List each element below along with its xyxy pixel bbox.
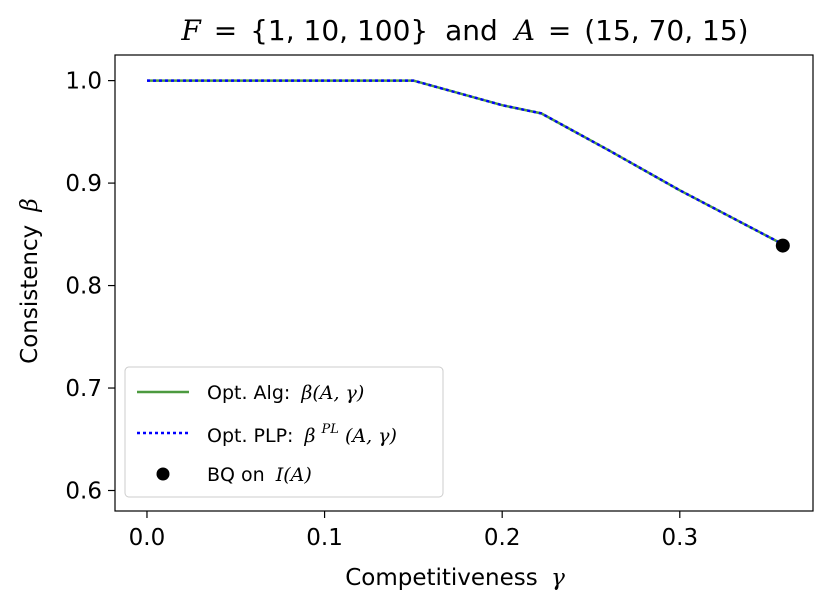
title-f-set: {1, 10, 100} (250, 14, 428, 47)
series-line-dotted (147, 79, 779, 243)
title-eq-2: = (548, 14, 571, 47)
legend-label-opt-alg-prefix: Opt. Alg: (207, 382, 290, 404)
x-axis-label-symbol: γ (551, 565, 565, 591)
y-axis-label-symbol: β (17, 198, 43, 212)
x-axis-label: Competitiveness γ (345, 565, 565, 591)
y-tick-label: 1.0 (65, 69, 102, 95)
legend-label-opt-plp-rest: (A, γ) (345, 425, 397, 447)
bq-point-marker (775, 238, 790, 253)
x-axis-label-text: Competitiveness (345, 565, 538, 591)
legend-marker (156, 467, 170, 481)
legend: Opt. Alg: β(A, γ) Opt. PLP: β PL (A, γ) … (124, 366, 444, 498)
x-tick-label: 0.1 (306, 525, 343, 551)
series-line-solid (147, 79, 779, 243)
points-layer (775, 238, 790, 253)
chart-title: F = {1, 10, 100} and A = (15, 70, 15) (180, 14, 748, 47)
y-axis-label: Consistency β (17, 198, 43, 364)
legend-label-bq-math: I(A) (275, 464, 312, 486)
legend-label-opt-plp: Opt. PLP: β PL (A, γ) (207, 416, 397, 447)
legend-item-opt-alg: Opt. Alg: β(A, γ) (137, 382, 364, 404)
legend-label-opt-alg: Opt. Alg: β(A, γ) (207, 382, 364, 404)
y-tick-label: 0.7 (65, 376, 102, 402)
y-tick-label: 0.6 (65, 479, 102, 505)
y-tick-label: 0.9 (65, 171, 102, 197)
legend-label-opt-plp-sup: PL (321, 422, 339, 437)
y-axis-label-text: Consistency (17, 225, 43, 364)
title-a-tuple: (15, 70, 15) (584, 14, 748, 47)
x-tick-label: 0.0 (129, 525, 166, 551)
series-layer (147, 79, 779, 243)
title-eq-1: = (214, 14, 237, 47)
legend-label-opt-plp-prefix: Opt. PLP: (207, 425, 293, 447)
legend-label-bq-prefix: BQ on (207, 464, 265, 486)
title-a-symbol: A (512, 14, 535, 47)
legend-item-bq: BQ on I(A) (156, 464, 312, 486)
legend-label-bq: BQ on I(A) (207, 464, 312, 486)
title-and: and (445, 14, 498, 47)
legend-label-opt-alg-math: β(A, γ) (300, 382, 364, 404)
legend-label-opt-plp-base: β (304, 425, 316, 447)
y-tick-label: 0.8 (65, 274, 102, 300)
plot-frame (114, 54, 814, 512)
x-axis-ticks: 0.0 0.1 0.2 0.3 (129, 511, 698, 551)
y-axis-ticks: 0.6 0.7 0.8 0.9 1.0 (65, 69, 115, 505)
x-tick-label: 0.3 (662, 525, 699, 551)
legend-item-opt-plp: Opt. PLP: β PL (A, γ) (137, 416, 397, 447)
title-f-symbol: F (180, 14, 202, 47)
x-tick-label: 0.2 (484, 525, 521, 551)
legend-box (124, 366, 444, 498)
